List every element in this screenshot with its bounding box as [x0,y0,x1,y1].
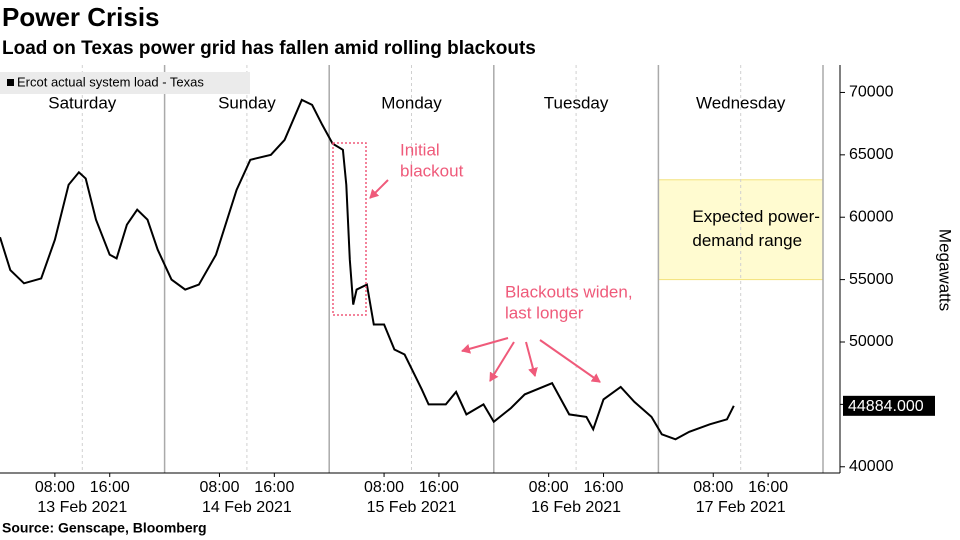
y-tick-label: 55000 [849,271,894,288]
line [0,98,735,441]
legend-label: Ercot actual system load - Texas [17,74,204,89]
annotation: blackout [400,161,464,180]
y-tick-label: 60000 [849,208,894,225]
x-tick-label: 16:00 [90,479,130,496]
annotation: Blackouts widen, [505,282,633,301]
x-tick-label: 16:00 [254,479,294,496]
x-tick-label: 16:00 [419,479,459,496]
x-tick-label: 08:00 [199,479,239,496]
arrow [539,339,601,383]
day-label: Sunday [218,93,276,112]
legend-box [0,72,250,94]
x-tick-label: 16:00 [584,479,624,496]
x-date-label: 16 Feb 2021 [531,499,621,516]
annotation: Initial [400,140,440,159]
source: Source: Genscape, Bloomberg [2,520,207,536]
chart-subtitle: Load on Texas power grid has fallen amid… [2,38,536,59]
arrow [489,341,515,382]
x-tick-label: 16:00 [748,479,788,496]
legend-swatch [7,79,14,86]
day-label: Monday [381,93,442,112]
x-tick-label: 08:00 [529,479,569,496]
last-value-label: 44884.000 [848,398,924,415]
plot: Expected power-demand range 13 Feb 2021 14… [0,65,935,516]
y-tick-label: 70000 [849,84,894,101]
x-tick-label: 08:00 [693,479,733,496]
range-label: demand range [692,231,802,250]
x-tick-label: 08:00 [35,479,75,496]
y-tick-label: 65000 [849,146,894,163]
annotation: last longer [505,303,584,322]
day-label: Saturday [48,93,117,112]
arrow [461,337,509,354]
highlight-box [332,142,367,316]
y-tick-label: 40000 [849,458,894,475]
day-label: Wednesday [696,93,786,112]
x-date-label: 14 Feb 2021 [202,499,292,516]
x-date-label: 17 Feb 2021 [696,499,786,516]
x-tick-label: 08:00 [364,479,404,496]
arrow [369,179,389,199]
last-value-box [843,395,935,416]
chart-title: Power Crisis [2,2,160,32]
x-date-label: 15 Feb 2021 [367,499,457,516]
y-axis-label: Megawatts [936,229,955,311]
range-label: Expected power- [692,207,820,226]
y-tick-label: 50000 [849,333,894,350]
x-date-label: 13 Feb 2021 [37,499,127,516]
arrow [525,341,538,377]
day-label: Tuesday [544,93,609,112]
